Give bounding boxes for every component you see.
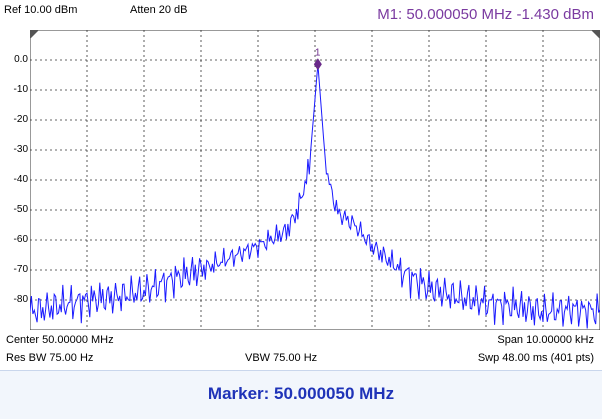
y-tick-label: -30 [13,144,28,155]
attenuation-label: Atten 20 dB [130,4,188,16]
footer-row-2: Res BW 75.00 Hz VBW 75.00 Hz Swp 48.00 m… [0,352,602,366]
y-tick-label: -60 [13,234,28,245]
y-tick-label: -70 [13,264,28,275]
y-tick-label: -20 [13,114,28,125]
video-bandwidth: VBW 75.00 Hz [245,352,318,364]
y-tick-label: 0.0 [14,54,28,65]
resolution-bandwidth: Res BW 75.00 Hz [6,352,94,364]
header-bar: Ref 10.00 dBm Atten 20 dB M1: 50.000050 … [0,0,602,30]
center-frequency: Center 50.00000 MHz [6,334,114,346]
plot-grid [30,30,600,330]
span-label: Span 10.00000 kHz [497,334,594,346]
corner-marker-icon [591,30,600,39]
y-tick-label: -40 [13,174,28,185]
marker-diamond-icon [313,58,322,71]
y-tick-label: -10 [13,84,28,95]
y-tick-label: -50 [13,204,28,215]
corner-marker-icon [30,30,39,39]
sweep-time: Swp 48.00 ms (401 pts) [477,352,594,364]
trace-line [30,64,600,329]
y-tick-label: -80 [13,294,28,305]
spectrum-plot[interactable]: 1 [30,30,600,330]
trace-group [30,64,600,329]
marker-number-label: 1 [315,47,321,58]
ref-level-label: Ref 10.00 dBm [4,4,78,16]
footer-row-1: Center 50.00000 MHz Span 10.00000 kHz [0,334,602,348]
marker-group: 1 [313,47,322,71]
marker-frequency-display: Marker: 50.000050 MHz [207,384,395,403]
marker-readout: M1: 50.000050 MHz -1.430 dBm [377,6,594,23]
marker-softkey-bar[interactable]: Marker: 50.000050 MHz [0,370,602,419]
